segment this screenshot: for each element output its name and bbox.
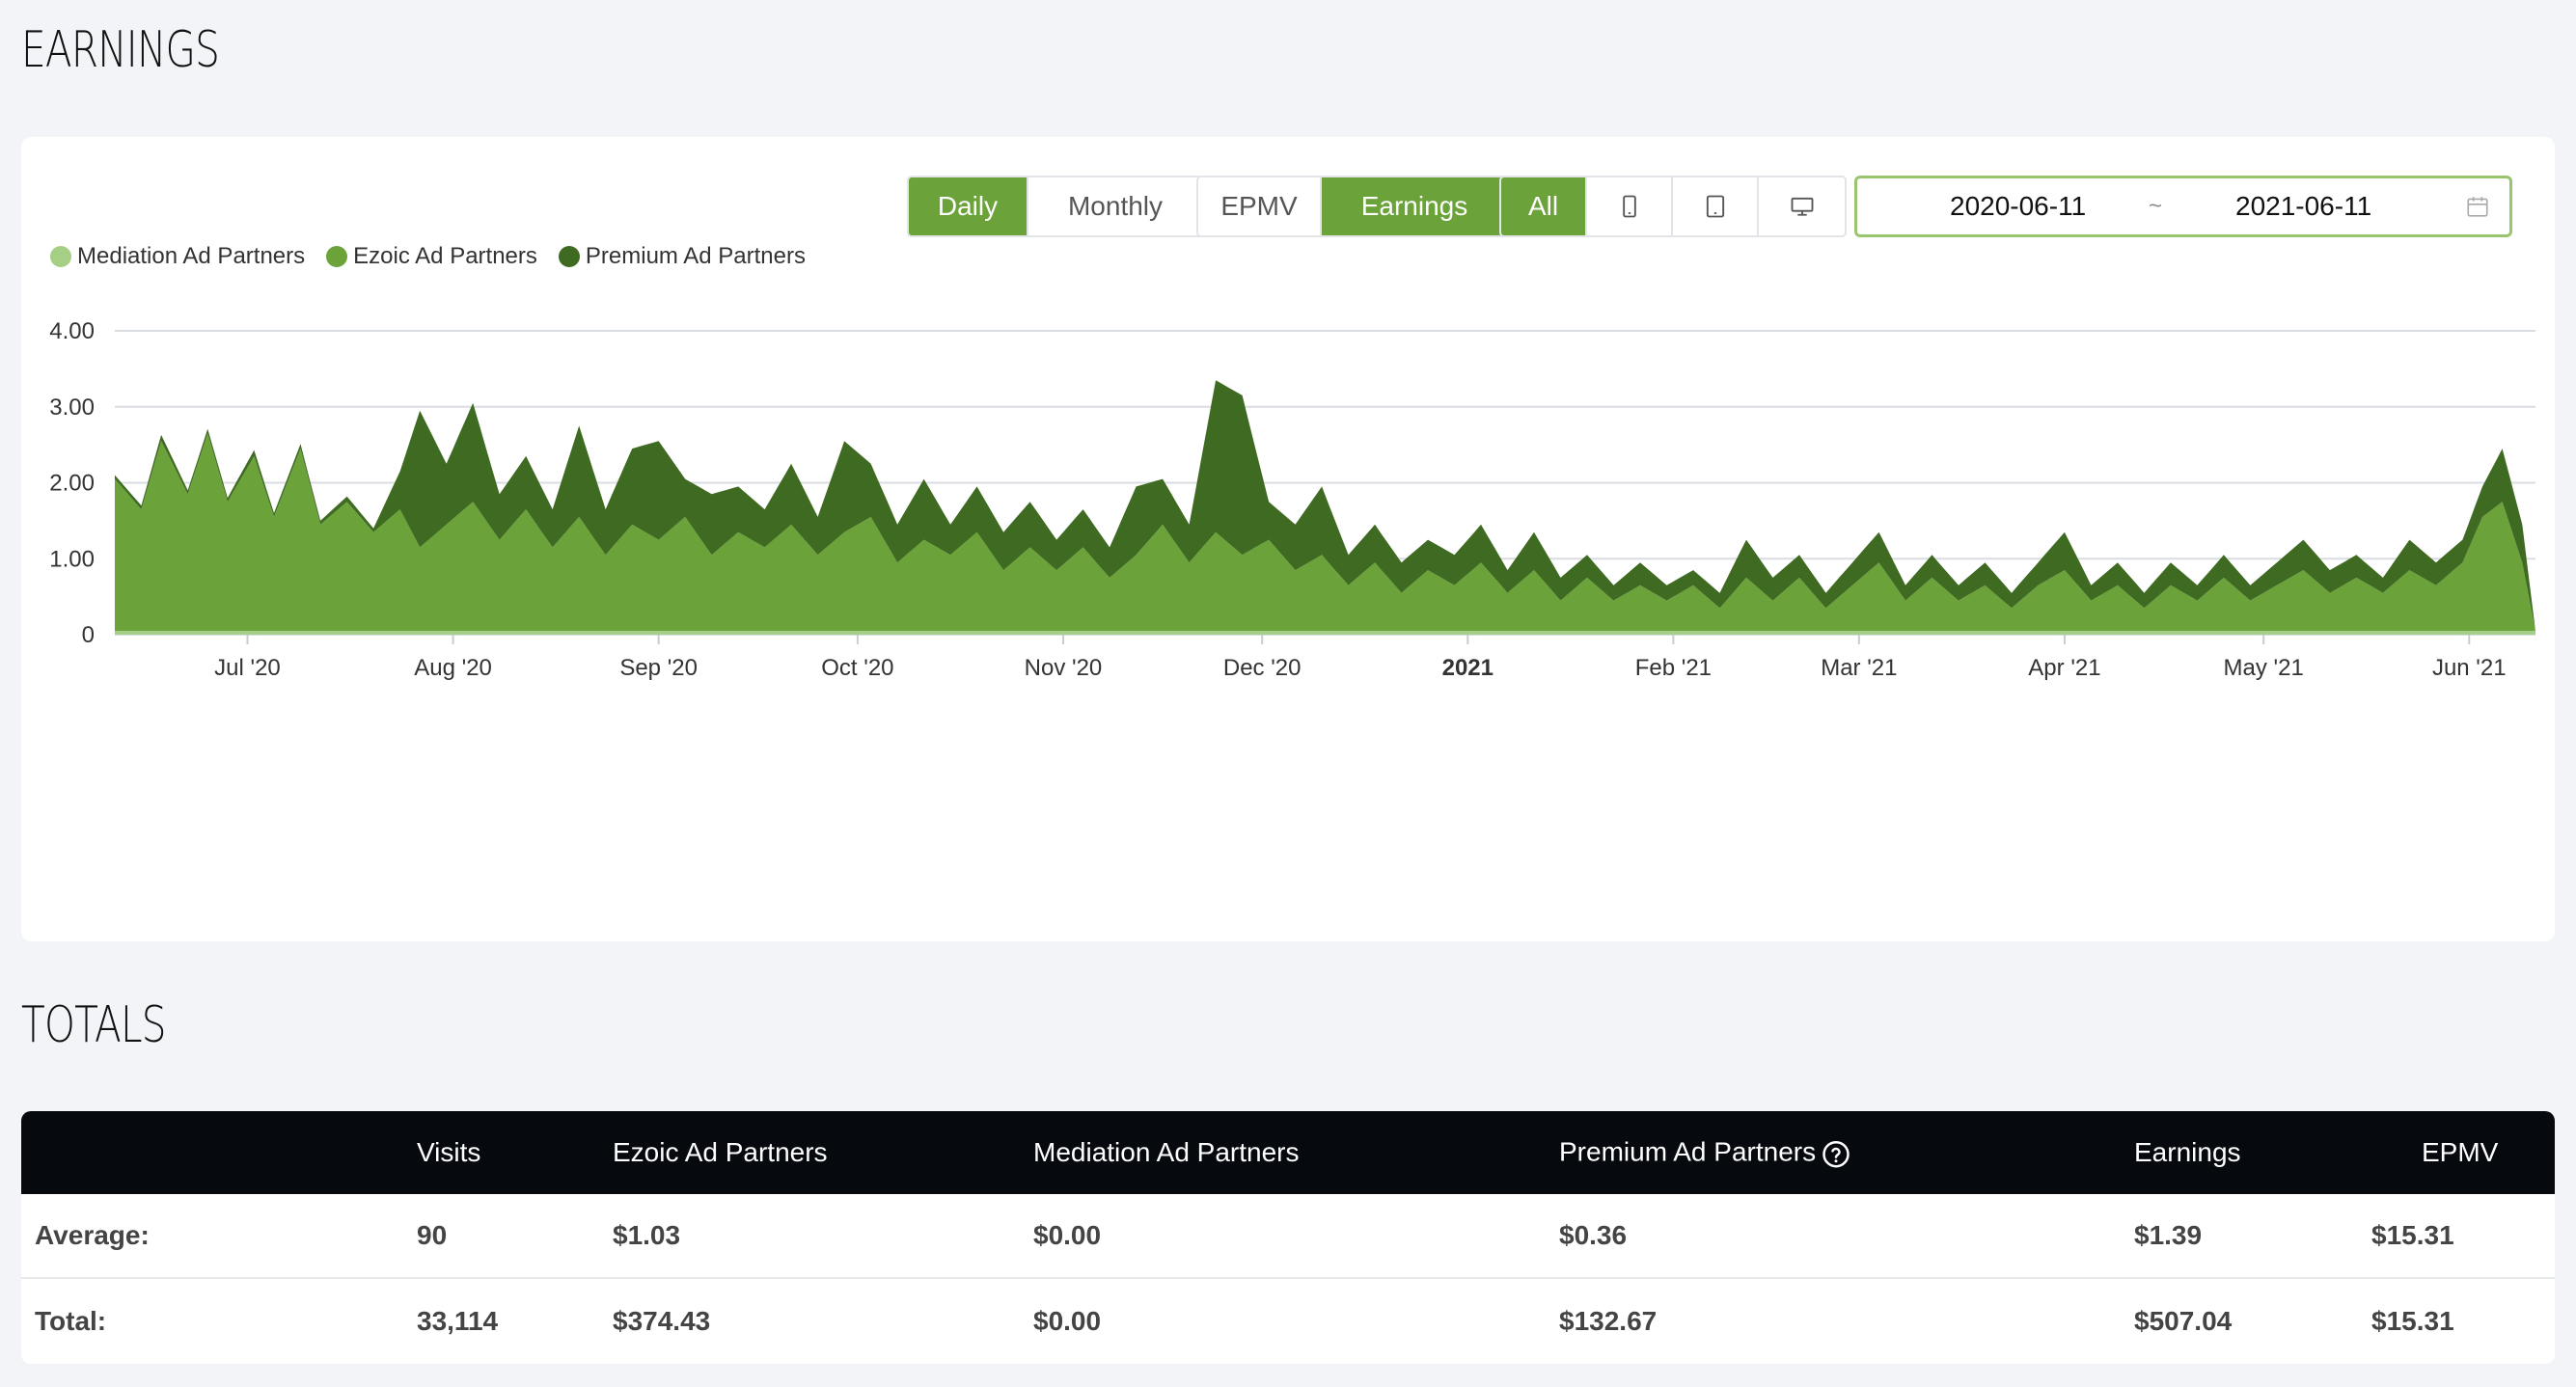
cell-premium: $132.67 [1559,1306,1658,1336]
header-premium-label: Premium Ad Partners [1559,1136,1817,1167]
legend-swatch-premium [558,246,580,267]
metric-toggle: EPMV Earnings [1196,176,1509,237]
question-circle-icon[interactable] [1822,1139,1850,1168]
legend-item-mediation[interactable]: Mediation Ad Partners [50,243,305,270]
date-start[interactable]: 2020-06-11 [1950,191,2087,221]
cell-epmv: $15.31 [2371,1220,2454,1250]
daily-button[interactable]: Daily [909,177,1028,235]
y-tick-label: 0 [82,622,95,648]
cell-ezoic: $374.43 [613,1306,711,1336]
legend-item-premium[interactable]: Premium Ad Partners [558,243,806,270]
earnings-chart: 0 1.00 2.00 3.00 4.00 Jul '20 Aug '20 Sep '20 Oc… [49,318,2535,681]
cell-mediation: $0.00 [1033,1306,1102,1336]
date-range-picker[interactable]: 2020-06-11 ~ 2021-06-11 [1854,176,2512,237]
x-tick-label: Sep '20 [619,655,698,681]
tablet-icon [1706,195,1724,218]
area-mediation [115,631,2535,635]
mobile-icon [1622,195,1636,218]
x-tick-label: Jul '20 [214,655,281,681]
table-row-total: Total: 33,114 $374.43 $0.00 $132.67 $507… [21,1279,2555,1364]
x-tick-label: Mar '21 [1821,655,1897,681]
monthly-button[interactable]: Monthly [1028,177,1202,235]
header-epmv: EPMV [2422,1137,2499,1167]
row-label: Average: [35,1220,150,1250]
x-tick-label: 2021 [1442,655,1494,681]
x-tick-label: Nov '20 [1025,655,1103,681]
earnings-button[interactable]: Earnings [1322,177,1507,235]
device-tablet-button[interactable] [1673,177,1759,235]
x-tick-label: Dec '20 [1223,655,1302,681]
header-mediation: Mediation Ad Partners [1033,1137,1300,1167]
x-tick-label: Apr '21 [2028,655,2100,681]
cell-visits: 33,114 [417,1306,499,1336]
totals-title: TOTALS [21,996,167,1054]
date-separator: ~ [2149,193,2163,219]
cell-mediation: $0.00 [1033,1220,1102,1250]
x-tick-label: Feb '21 [1635,655,1712,681]
table-row-average: Average: 90 $1.03 $0.00 $0.36 $1.39 $15.… [21,1194,2555,1279]
x-tick-label: Aug '20 [414,655,492,681]
y-tick-label: 1.00 [49,546,95,572]
cell-ezoic: $1.03 [613,1220,681,1250]
area-premium [115,380,2535,632]
legend-item-ezoic[interactable]: Ezoic Ad Partners [326,243,537,270]
legend-label-premium: Premium Ad Partners [585,243,806,269]
totals-table: Visits Ezoic Ad Partners Mediation Ad Pa… [21,1111,2555,1364]
cell-epmv: $15.31 [2371,1306,2454,1336]
device-mobile-button[interactable] [1587,177,1673,235]
header-earnings: Earnings [2134,1137,2241,1167]
x-tick-label: May '21 [2224,655,2304,681]
date-end[interactable]: 2021-06-11 [2235,191,2372,221]
x-tick-label: Jun '21 [2432,655,2507,681]
legend-swatch-mediation [50,246,71,267]
y-tick-label: 3.00 [49,394,95,421]
header-visits: Visits [417,1137,481,1167]
cell-premium: $0.36 [1559,1220,1628,1250]
earnings-title: EARNINGS [21,21,220,79]
earnings-chart-card: 0 1.00 2.00 3.00 4.00 Jul '20 Aug '20 Sep '20 Oc… [21,137,2555,941]
cell-earnings: $507.04 [2134,1306,2233,1336]
chart-legend: Mediation Ad Partners Ezoic Ad Partners … [50,243,806,270]
legend-label-mediation: Mediation Ad Partners [77,243,306,269]
cell-earnings: $1.39 [2134,1220,2203,1250]
calendar-icon[interactable] [2465,194,2490,219]
header-ezoic: Ezoic Ad Partners [613,1137,828,1167]
desktop-icon [1791,197,1813,216]
epmv-button[interactable]: EPMV [1198,177,1322,235]
legend-swatch-ezoic [326,246,348,267]
legend-label-ezoic: Ezoic Ad Partners [353,243,537,269]
header-premium: Premium Ad Partners [1559,1137,1850,1169]
device-toggle: All [1499,176,1847,237]
cell-visits: 90 [417,1220,448,1250]
totals-header-row: Visits Ezoic Ad Partners Mediation Ad Pa… [21,1111,2555,1194]
device-desktop-button[interactable] [1759,177,1845,235]
y-tick-label: 4.00 [49,318,95,344]
x-tick-label: Oct '20 [821,655,893,681]
y-tick-label: 2.00 [49,471,95,497]
area-ezoic [115,433,2535,632]
period-toggle: Daily Monthly [907,176,1204,237]
device-all-button[interactable]: All [1501,177,1587,235]
row-label: Total: [35,1306,107,1336]
